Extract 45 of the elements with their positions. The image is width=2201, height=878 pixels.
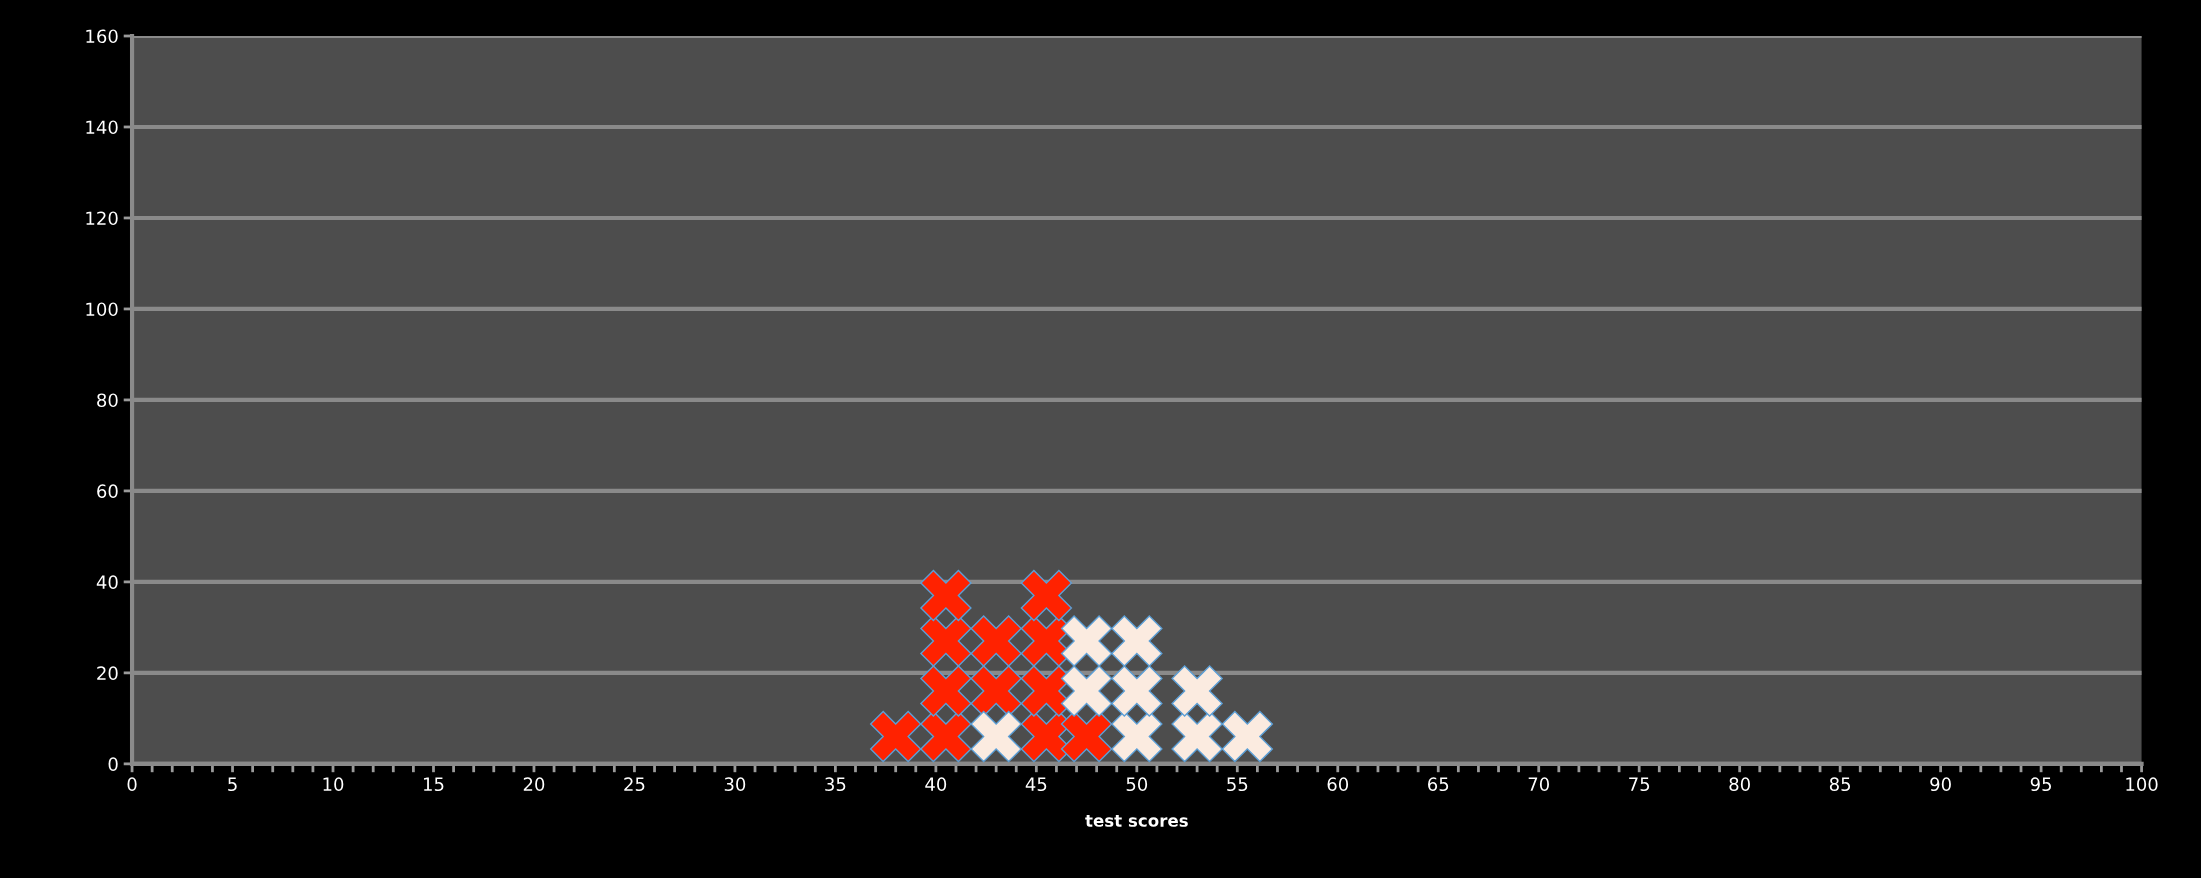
x-tick-label: 90 (1930, 777, 1951, 792)
point (1221, 710, 1274, 763)
point (970, 615, 1022, 667)
point (920, 665, 972, 717)
x-tick-label: 0 (127, 777, 137, 792)
y-tick-label: 140 (86, 120, 118, 135)
point (1171, 665, 1223, 717)
point (970, 665, 1022, 717)
x-tick-label: 40 (925, 777, 947, 792)
x-tick-label: 70 (1528, 777, 1550, 792)
point (1020, 569, 1073, 622)
point (920, 569, 972, 622)
x-tick-label: 60 (1327, 777, 1349, 792)
x-tick-label: 20 (523, 777, 545, 792)
x-axis-title: test scores (1085, 814, 1188, 827)
y-tick-label: 20 (97, 666, 118, 680)
x-tick-label: 25 (624, 777, 645, 792)
x-tick-label: 75 (1629, 777, 1650, 792)
y-tick-label: 80 (97, 393, 118, 408)
x-tick-label: 80 (1729, 777, 1750, 792)
y-tick-label: 120 (86, 211, 118, 226)
point (869, 710, 922, 763)
x-tick-label: 85 (1829, 777, 1851, 792)
x-tick-label: 5 (228, 777, 237, 792)
point (920, 615, 972, 667)
point (1060, 665, 1113, 717)
x-tick-label: 30 (724, 777, 746, 792)
y-tick-label: 100 (86, 302, 118, 317)
x-tick-label: 10 (323, 777, 344, 792)
y-tick-label: 60 (97, 484, 118, 499)
point (1111, 615, 1163, 667)
x-tick-label: 55 (1227, 777, 1248, 792)
point (1060, 615, 1113, 667)
y-tick-label: 160 (86, 29, 118, 44)
x-tick-label: 45 (1025, 777, 1047, 792)
point (1111, 665, 1163, 717)
y-tick-label: 0 (108, 757, 118, 771)
x-tick-label: 35 (825, 777, 846, 792)
x-tick-label: 15 (423, 777, 444, 792)
y-tick-label: 40 (96, 575, 118, 590)
x-tick-label: 95 (2030, 777, 2052, 792)
x-tick-label: 50 (1126, 777, 1148, 792)
point (970, 710, 1022, 763)
x-tick-label: 100 (2126, 777, 2158, 792)
x-tick-label: 65 (1428, 777, 1449, 792)
